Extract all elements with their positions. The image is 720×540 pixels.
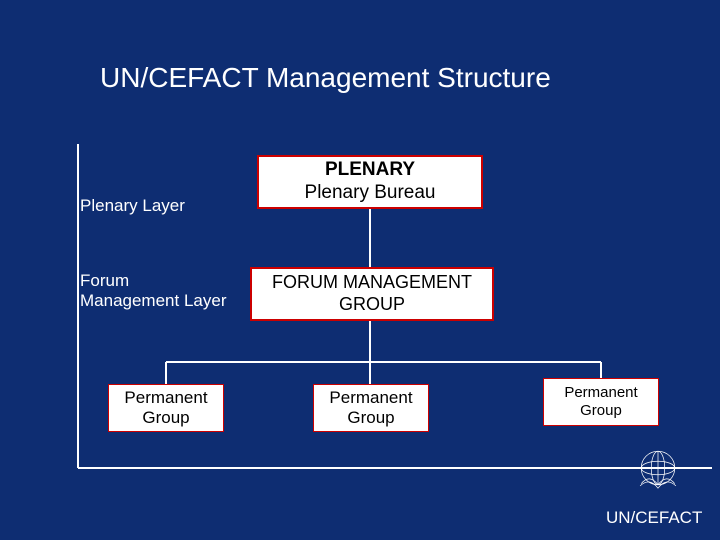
node-group-2-line1: Permanent	[329, 388, 412, 408]
un-logo	[630, 440, 686, 496]
node-group-2: Permanent Group	[313, 384, 429, 432]
layer-label-plenary: Plenary Layer	[80, 196, 185, 216]
node-forum-line2: GROUP	[339, 294, 405, 316]
layer-label-forum-line1: Forum	[80, 271, 226, 291]
node-forum: FORUM MANAGEMENT GROUP	[250, 267, 494, 321]
node-plenary-line2: Plenary Bureau	[305, 182, 436, 205]
node-group-2-line2: Group	[347, 408, 394, 428]
footer-text: UN/CEFACT	[606, 508, 702, 528]
node-group-3-line1: Permanent	[564, 384, 637, 402]
node-plenary: PLENARY Plenary Bureau	[257, 155, 483, 209]
layer-label-forum: Forum Management Layer	[80, 271, 226, 311]
node-group-3-line2: Group	[580, 402, 622, 420]
node-group-3: Permanent Group	[543, 378, 659, 426]
page-title: UN/CEFACT Management Structure	[100, 62, 551, 94]
node-group-1: Permanent Group	[108, 384, 224, 432]
node-forum-line1: FORUM MANAGEMENT	[272, 272, 472, 294]
node-group-1-line2: Group	[142, 408, 189, 428]
node-group-1-line1: Permanent	[124, 388, 207, 408]
layer-label-forum-line2: Management Layer	[80, 291, 226, 311]
node-plenary-line1: PLENARY	[325, 159, 415, 182]
